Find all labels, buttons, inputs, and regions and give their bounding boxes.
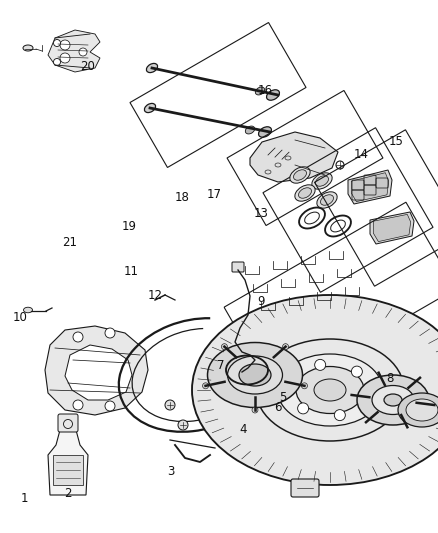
Circle shape — [351, 366, 362, 377]
Bar — [53, 455, 83, 485]
Circle shape — [73, 332, 83, 342]
Text: 14: 14 — [354, 148, 369, 161]
Polygon shape — [65, 345, 132, 400]
Circle shape — [314, 359, 326, 370]
Text: 7: 7 — [217, 359, 225, 372]
Ellipse shape — [317, 192, 337, 208]
Ellipse shape — [312, 173, 332, 189]
Circle shape — [202, 383, 208, 389]
Text: 17: 17 — [207, 188, 222, 201]
Text: 18: 18 — [174, 191, 189, 204]
Ellipse shape — [398, 393, 438, 427]
Ellipse shape — [290, 167, 310, 183]
Circle shape — [105, 401, 115, 411]
Text: 19: 19 — [122, 220, 137, 233]
Text: 8: 8 — [386, 372, 393, 385]
Ellipse shape — [278, 354, 382, 426]
Circle shape — [60, 40, 70, 50]
Circle shape — [222, 344, 227, 350]
Polygon shape — [348, 170, 392, 204]
Circle shape — [252, 407, 258, 413]
Circle shape — [105, 328, 115, 338]
Polygon shape — [48, 30, 100, 72]
Text: 5: 5 — [279, 391, 286, 403]
Text: 6: 6 — [274, 401, 282, 414]
FancyBboxPatch shape — [58, 414, 78, 432]
Ellipse shape — [255, 87, 265, 95]
Text: 21: 21 — [63, 236, 78, 249]
Text: 3: 3 — [167, 465, 174, 478]
Text: 13: 13 — [253, 207, 268, 220]
Ellipse shape — [372, 385, 414, 415]
Circle shape — [60, 53, 70, 63]
Text: 11: 11 — [124, 265, 139, 278]
Circle shape — [53, 59, 60, 66]
Ellipse shape — [299, 188, 311, 198]
Ellipse shape — [267, 90, 279, 100]
Text: 15: 15 — [389, 135, 404, 148]
Polygon shape — [48, 430, 88, 495]
Text: 16: 16 — [258, 84, 272, 97]
Ellipse shape — [314, 379, 346, 401]
Circle shape — [238, 368, 246, 376]
Ellipse shape — [146, 63, 158, 72]
Polygon shape — [373, 214, 411, 241]
Ellipse shape — [227, 356, 283, 394]
Polygon shape — [370, 212, 414, 244]
Ellipse shape — [145, 103, 155, 112]
Polygon shape — [351, 173, 389, 201]
Ellipse shape — [208, 343, 303, 408]
Ellipse shape — [192, 295, 438, 485]
Ellipse shape — [293, 170, 307, 180]
Ellipse shape — [406, 399, 438, 421]
Circle shape — [178, 420, 188, 430]
Ellipse shape — [258, 127, 272, 137]
Ellipse shape — [295, 185, 315, 201]
Text: 1: 1 — [20, 492, 28, 505]
Ellipse shape — [384, 394, 402, 406]
Polygon shape — [45, 326, 148, 415]
FancyBboxPatch shape — [232, 262, 244, 272]
Text: 2: 2 — [64, 487, 72, 499]
Circle shape — [283, 344, 289, 350]
Circle shape — [288, 378, 299, 389]
Circle shape — [79, 48, 87, 56]
Ellipse shape — [239, 364, 271, 386]
Text: 10: 10 — [12, 311, 27, 324]
Ellipse shape — [23, 45, 33, 51]
Ellipse shape — [321, 195, 333, 205]
Circle shape — [53, 39, 60, 46]
Circle shape — [73, 400, 83, 410]
Ellipse shape — [296, 367, 364, 414]
Text: 9: 9 — [257, 295, 265, 308]
Ellipse shape — [245, 126, 254, 134]
Polygon shape — [250, 132, 338, 182]
Text: 12: 12 — [148, 289, 163, 302]
Text: 4: 4 — [239, 423, 247, 435]
Circle shape — [334, 410, 345, 421]
Circle shape — [298, 403, 309, 414]
Text: 20: 20 — [80, 60, 95, 73]
Ellipse shape — [357, 375, 429, 425]
FancyBboxPatch shape — [291, 479, 319, 497]
Ellipse shape — [24, 307, 32, 313]
Circle shape — [301, 383, 307, 389]
Circle shape — [165, 400, 175, 410]
Ellipse shape — [315, 176, 328, 186]
Circle shape — [361, 391, 372, 402]
